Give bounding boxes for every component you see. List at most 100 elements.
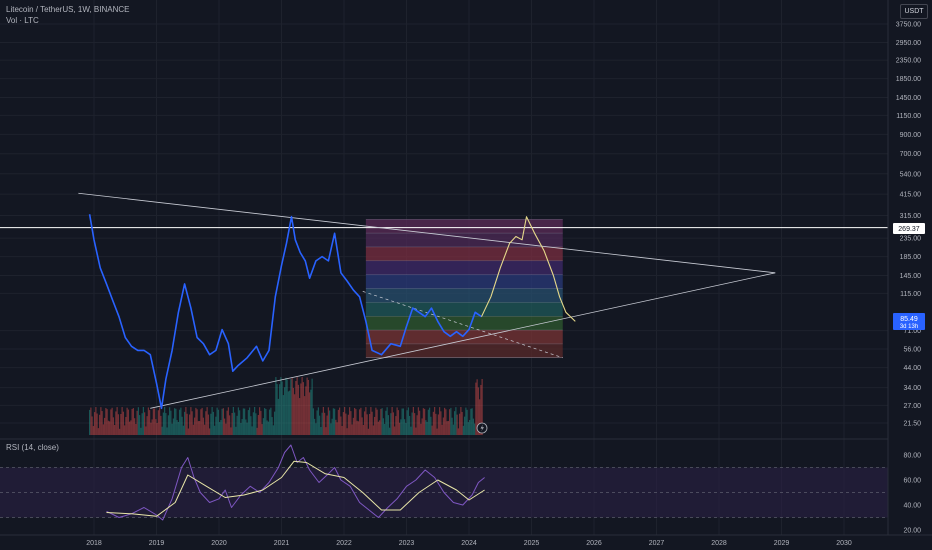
- volume-bar: [262, 418, 264, 435]
- volume-bar: [411, 412, 413, 435]
- volume-bar: [196, 409, 198, 435]
- time-tick-label: 2018: [86, 540, 102, 547]
- volume-bar: [259, 407, 261, 435]
- trendline-upper[interactable]: [78, 192, 776, 274]
- volume-bar: [267, 421, 269, 435]
- price-tick-label: 44.00: [903, 365, 921, 372]
- volume-bar: [435, 413, 437, 435]
- trendline-lower[interactable]: [150, 272, 776, 409]
- volume-bar: [245, 419, 247, 435]
- volume-bar: [146, 416, 148, 435]
- volume-bar: [137, 407, 139, 435]
- time-axis[interactable]: 2018 2019 2020 2021 2022 2023 2024 2025 2026 2027…: [86, 540, 852, 547]
- volume-bar: [181, 416, 183, 435]
- volume-bar: [106, 409, 108, 435]
- volume-bar: [451, 417, 453, 435]
- fib-band: [365, 288, 563, 303]
- currency-button[interactable]: USDT: [900, 4, 928, 19]
- volume-bar: [202, 417, 204, 435]
- volume-bar: [370, 407, 372, 435]
- fib-band: [365, 330, 563, 344]
- volume-bar: [189, 414, 191, 435]
- volume-bar: [225, 423, 227, 435]
- volume-bar: [229, 415, 231, 435]
- volume-bar: [319, 415, 321, 435]
- volume-bar: [356, 420, 358, 435]
- volume-bar: [437, 414, 439, 435]
- volume-bar: [385, 410, 387, 435]
- volume-bar: [276, 384, 278, 435]
- volume-bar: [205, 411, 207, 435]
- volume-bar: [266, 420, 268, 435]
- price-tick-label: 235.00: [900, 236, 922, 243]
- volume-bar: [139, 415, 141, 435]
- volume-bar: [440, 411, 442, 435]
- volume-bar: [227, 407, 229, 435]
- volume-bar: [394, 426, 396, 435]
- volume-bar: [134, 418, 136, 435]
- lightning-icon[interactable]: [476, 422, 488, 434]
- volume-bar: [429, 407, 431, 435]
- volume-bar: [201, 407, 203, 435]
- volume-bar: [436, 428, 438, 435]
- volume-bar: [272, 425, 274, 435]
- volume-bar: [471, 408, 473, 435]
- symbol-title[interactable]: Litecoin / TetherUS, 1W, BINANCE: [6, 5, 130, 14]
- rsi-axis[interactable]: 80.00 60.00 40.00 20.00: [903, 453, 921, 535]
- volume-bar: [129, 421, 131, 435]
- price-tick-label: 185.00: [900, 254, 922, 261]
- volume-bar: [427, 409, 429, 435]
- volume-bar: [309, 392, 311, 435]
- volume-bar: [187, 428, 189, 435]
- volume-bar: [371, 411, 373, 435]
- volume-bar: [389, 427, 391, 435]
- volume-bar: [114, 425, 116, 435]
- price-tick-label: 1850.00: [896, 76, 921, 83]
- volume-bar: [317, 407, 319, 435]
- volume-bar: [432, 411, 434, 435]
- fib-retracement-box[interactable]: [365, 219, 563, 358]
- volume-bar: [462, 425, 464, 435]
- volume-bar: [90, 407, 92, 435]
- volume-legend[interactable]: Vol · LTC: [6, 16, 39, 25]
- volume-bar: [110, 409, 112, 435]
- volume-bar: [425, 420, 427, 435]
- volume-bar: [357, 421, 359, 435]
- volume-bar: [270, 407, 272, 435]
- price-axis[interactable]: 3750.00 2950.00 2350.00 1850.00 1450.00 1150.…: [896, 22, 921, 428]
- rsi-legend[interactable]: RSI (14, close): [6, 443, 59, 452]
- volume-bar: [172, 418, 174, 435]
- volume-bar: [364, 411, 366, 435]
- trendline-drawings[interactable]: [0, 192, 888, 409]
- volume-bar: [231, 412, 233, 435]
- price-tick-label: 700.00: [900, 151, 922, 158]
- volume-bar: [292, 387, 294, 435]
- volume-bar: [325, 427, 327, 435]
- volume-bar: [215, 416, 217, 435]
- volume-bar: [350, 411, 352, 435]
- volume-bar: [234, 412, 236, 435]
- volume-bar: [230, 427, 232, 435]
- volume-bar: [296, 377, 298, 435]
- dashed-line[interactable]: [362, 291, 563, 359]
- volume-bar: [477, 387, 479, 435]
- volume-bar: [367, 428, 369, 435]
- volume-bar: [434, 407, 436, 435]
- volume-bar: [312, 408, 314, 435]
- volume-bar: [174, 408, 176, 435]
- volume-bar: [254, 407, 256, 435]
- volume-bar: [269, 409, 271, 435]
- volume-bar: [281, 381, 283, 435]
- volume-bar: [101, 411, 103, 435]
- time-tick-label: 2026: [586, 540, 602, 547]
- volume-bar: [316, 410, 318, 435]
- volume-bar: [255, 413, 257, 435]
- volume-bar: [335, 419, 337, 435]
- price-tick-label: 900.00: [900, 132, 922, 139]
- volume-bar: [165, 413, 167, 435]
- volume-bar: [469, 419, 471, 435]
- volume-bar: [322, 407, 324, 435]
- volume-bar: [282, 395, 284, 435]
- volume-bar: [374, 416, 376, 435]
